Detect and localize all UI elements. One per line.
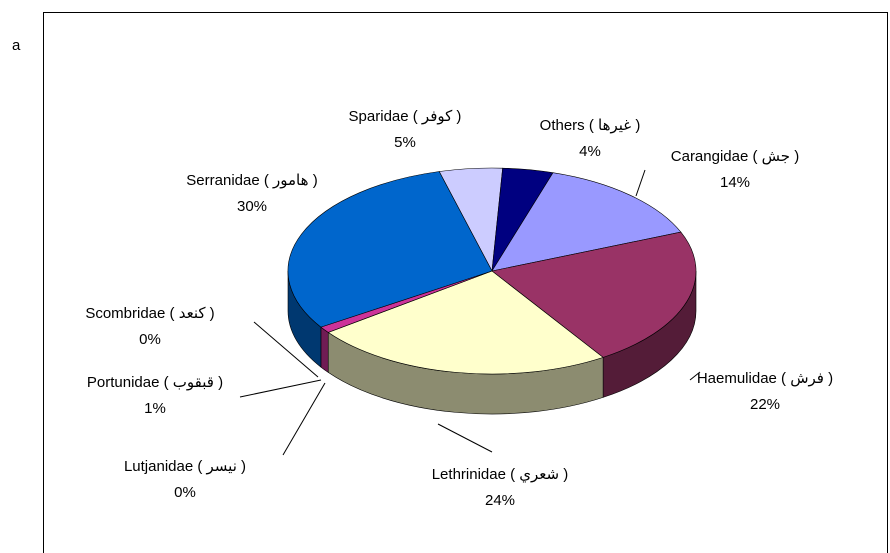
leader-line bbox=[253, 321, 319, 378]
leader-line bbox=[635, 169, 646, 197]
slice-label: Lutjanidae ( نيسر ) bbox=[124, 458, 246, 475]
slice-label: Scombridae ( كنعد ) bbox=[85, 305, 214, 322]
slice bbox=[491, 231, 697, 358]
panel-label: a bbox=[12, 37, 21, 54]
value-label: 4% bbox=[579, 143, 601, 160]
slice-label: Others ( غيرها ) bbox=[540, 117, 641, 134]
leader-line bbox=[282, 382, 326, 456]
leader-line bbox=[239, 379, 322, 398]
slice bbox=[491, 172, 682, 272]
value-label: 0% bbox=[174, 484, 196, 501]
value-label: 30% bbox=[237, 198, 267, 215]
slice-label: Carangidae ( جش ) bbox=[671, 148, 799, 165]
value-label: 14% bbox=[720, 174, 750, 191]
slice-label: Serranidae ( هامور ) bbox=[186, 172, 317, 189]
plot-frame bbox=[43, 12, 888, 553]
value-label: 0% bbox=[139, 331, 161, 348]
slice-label: Haemulidae ( فرش ) bbox=[697, 370, 833, 387]
value-label: 22% bbox=[750, 396, 780, 413]
value-label: 1% bbox=[144, 400, 166, 417]
slice bbox=[287, 171, 493, 328]
slice-label: Lethrinidae ( شعري ) bbox=[432, 466, 569, 484]
slice-label: Sparidae ( كوفر ) bbox=[349, 108, 462, 125]
leader-line bbox=[689, 371, 701, 381]
value-label: 24% bbox=[485, 492, 515, 509]
leader-lines bbox=[239, 169, 701, 456]
slice bbox=[327, 270, 604, 375]
slice-tops bbox=[287, 167, 697, 375]
slice-side bbox=[320, 326, 329, 373]
leader-line bbox=[437, 423, 493, 453]
slice-label: Portunidae ( قبقوب ) bbox=[87, 374, 223, 391]
value-label: 5% bbox=[394, 134, 416, 151]
